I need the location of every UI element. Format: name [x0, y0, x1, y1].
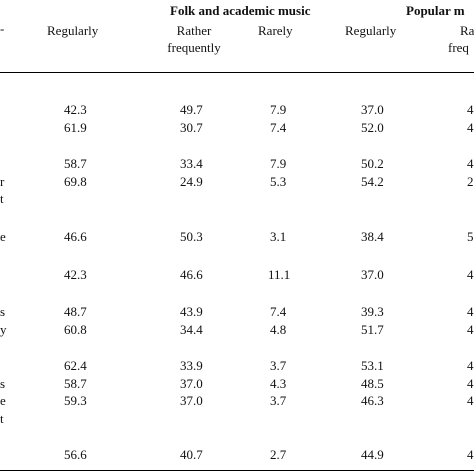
cell-r0-rarely: 7.9	[270, 102, 287, 117]
cell-r6-regularly2: 37.0	[361, 267, 384, 282]
cell-r13-rather: 40.7	[180, 447, 203, 462]
cell-r1-rather: 30.7	[180, 120, 203, 135]
column-header-rather-frequently-folk: Rather frequently	[154, 22, 234, 56]
cell-r0-regularly2: 37.0	[361, 102, 384, 117]
cell-r13-regularly: 56.6	[64, 447, 87, 462]
stub-header: -	[0, 21, 5, 36]
cell-r3-regularly: 69.8	[64, 174, 87, 189]
cell-r3-regularly2: 54.2	[361, 174, 384, 189]
cell-r0-rather2: 4	[467, 102, 474, 117]
cell-r6-rarely: 11.1	[268, 267, 291, 282]
cell-r6-rather2: 4	[467, 267, 474, 282]
row-label-r12: t	[0, 411, 4, 426]
column-header-rarely: Rarely	[258, 23, 293, 38]
cell-r5-rather2: 5	[467, 229, 474, 244]
cell-r13-rather2: 4	[467, 447, 474, 462]
cell-r9-rather: 33.9	[180, 358, 203, 373]
cell-r6-regularly: 42.3	[64, 267, 87, 282]
cell-r7-regularly: 48.7	[64, 304, 87, 319]
cell-r2-rarely: 7.9	[270, 156, 287, 171]
cell-r2-regularly2: 50.2	[361, 156, 384, 171]
group-header-popular: Popular m	[406, 3, 465, 18]
cell-r2-regularly: 58.7	[64, 156, 87, 171]
column-header-ra-line1: Ra	[460, 23, 474, 38]
cell-r1-regularly: 61.9	[64, 120, 87, 135]
cell-r11-regularly: 59.3	[64, 393, 87, 408]
column-header-rather-frequently-popular: Ra freq	[446, 22, 474, 56]
row-label-r4: t	[0, 191, 4, 206]
cell-r3-rarely: 5.3	[270, 174, 287, 189]
row-label-r7: s	[0, 304, 6, 319]
column-header-freq-line2: freq	[448, 40, 469, 55]
cell-r8-regularly2: 51.7	[361, 322, 384, 337]
cell-r11-rather2: 4	[467, 393, 474, 408]
bottom-rule	[0, 470, 474, 471]
cell-r8-rather2: 4	[467, 322, 474, 337]
cell-r0-rather: 49.7	[180, 102, 203, 117]
cell-r5-rarely: 3.1	[270, 229, 287, 244]
cell-r8-rather: 34.4	[180, 322, 203, 337]
row-label-r3: r	[0, 174, 5, 189]
cell-r6-rather: 46.6	[180, 267, 203, 282]
cell-r8-rarely: 4.8	[270, 322, 287, 337]
cell-r11-rather: 37.0	[180, 393, 203, 408]
cell-r13-rarely: 2.7	[270, 447, 287, 462]
cell-r10-rather: 37.0	[180, 376, 203, 391]
cell-r3-rather2: 2	[467, 174, 474, 189]
cell-r9-regularly2: 53.1	[361, 358, 384, 373]
cell-r13-regularly2: 44.9	[361, 447, 384, 462]
column-header-regularly-folk: Regularly	[47, 23, 99, 38]
cell-r5-regularly: 46.6	[64, 229, 87, 244]
cell-r2-rather: 33.4	[180, 156, 203, 171]
cell-r10-regularly: 58.7	[64, 376, 87, 391]
cell-r11-rarely: 3.7	[270, 393, 287, 408]
cell-r7-rather2: 4	[467, 304, 474, 319]
cell-r7-rather: 43.9	[180, 304, 203, 319]
row-label-r11: e	[0, 393, 6, 408]
cell-r7-rarely: 7.4	[270, 304, 287, 319]
row-label-r5: e	[0, 229, 6, 244]
cell-r7-regularly2: 39.3	[361, 304, 384, 319]
cell-r5-regularly2: 38.4	[361, 229, 384, 244]
column-header-rather-line2: frequently	[167, 40, 221, 55]
cell-r0-regularly: 42.3	[64, 102, 87, 117]
column-header-regularly-popular: Regularly	[345, 23, 397, 38]
row-label-r8: y	[0, 322, 7, 337]
cell-r3-rather: 24.9	[180, 174, 203, 189]
cell-r1-rather2: 4	[467, 120, 474, 135]
cell-r1-rarely: 7.4	[270, 120, 287, 135]
cell-r1-regularly2: 52.0	[361, 120, 384, 135]
cell-r10-regularly2: 48.5	[361, 376, 384, 391]
cell-r9-regularly: 62.4	[64, 358, 87, 373]
cell-r5-rather: 50.3	[180, 229, 203, 244]
cell-r11-regularly2: 46.3	[361, 393, 384, 408]
cell-r8-regularly: 60.8	[64, 322, 87, 337]
cell-r9-rarely: 3.7	[270, 358, 287, 373]
group-header-folk-academic: Folk and academic music	[170, 3, 311, 18]
cell-r10-rather2: 4	[467, 376, 474, 391]
cell-r2-rather2: 4	[467, 156, 474, 171]
header-rule	[0, 72, 474, 73]
cell-r9-rather2: 4	[467, 358, 474, 373]
column-header-rather-line1: Rather	[176, 23, 212, 38]
row-label-r10: s	[0, 376, 6, 391]
cell-r10-rarely: 4.3	[270, 376, 287, 391]
